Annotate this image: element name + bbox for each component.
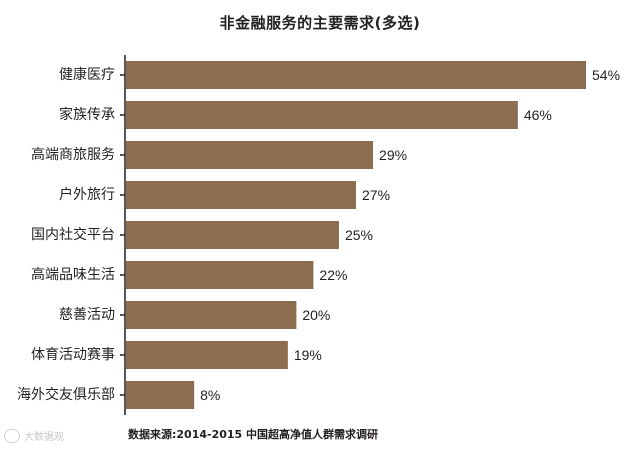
value-label: 27% <box>362 187 390 203</box>
watermark: 大数据观 <box>4 428 64 443</box>
value-label: 22% <box>319 267 347 283</box>
value-label: 8% <box>200 387 220 403</box>
chart-title: 非金融服务的主要需求(多选) <box>219 14 421 32</box>
value-label: 46% <box>524 107 552 123</box>
category-label: 高端品味生活 <box>31 266 115 283</box>
value-label: 25% <box>345 227 373 243</box>
category-label: 高端商旅服务 <box>31 146 115 163</box>
bar <box>126 141 374 169</box>
bar <box>126 301 297 329</box>
watermark-logo-icon <box>4 428 20 443</box>
category-label: 体育活动赛事 <box>31 347 115 363</box>
value-label: 20% <box>302 307 330 323</box>
bar <box>126 101 518 129</box>
bar <box>126 221 339 249</box>
category-label: 海外交友俱乐部 <box>17 386 115 403</box>
source-note: 数据来源:2014-2015 中国超高净值人群需求调研 <box>128 428 379 441</box>
category-label: 慈善活动 <box>59 307 115 323</box>
value-label: 29% <box>379 147 407 163</box>
value-label: 19% <box>294 347 322 363</box>
category-label: 户外旅行 <box>59 186 115 203</box>
watermark-text: 大数据观 <box>24 432 64 443</box>
bar <box>126 61 586 89</box>
bar <box>126 181 356 209</box>
bar <box>126 341 288 369</box>
category-label: 家族传承 <box>59 106 115 123</box>
value-label: 54% <box>592 67 620 83</box>
category-label: 健康医疗 <box>59 66 115 83</box>
bar <box>126 261 314 289</box>
bar <box>126 381 195 409</box>
category-label: 国内社交平台 <box>31 226 115 243</box>
